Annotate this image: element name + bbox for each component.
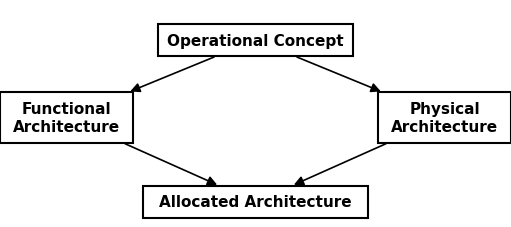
FancyBboxPatch shape [378,93,511,143]
FancyBboxPatch shape [0,93,133,143]
FancyBboxPatch shape [158,25,353,57]
FancyBboxPatch shape [143,186,368,218]
Text: Functional
Architecture: Functional Architecture [13,102,120,134]
Text: Operational Concept: Operational Concept [167,33,344,48]
Text: Allocated Architecture: Allocated Architecture [159,195,352,210]
Text: Physical
Architecture: Physical Architecture [391,102,498,134]
